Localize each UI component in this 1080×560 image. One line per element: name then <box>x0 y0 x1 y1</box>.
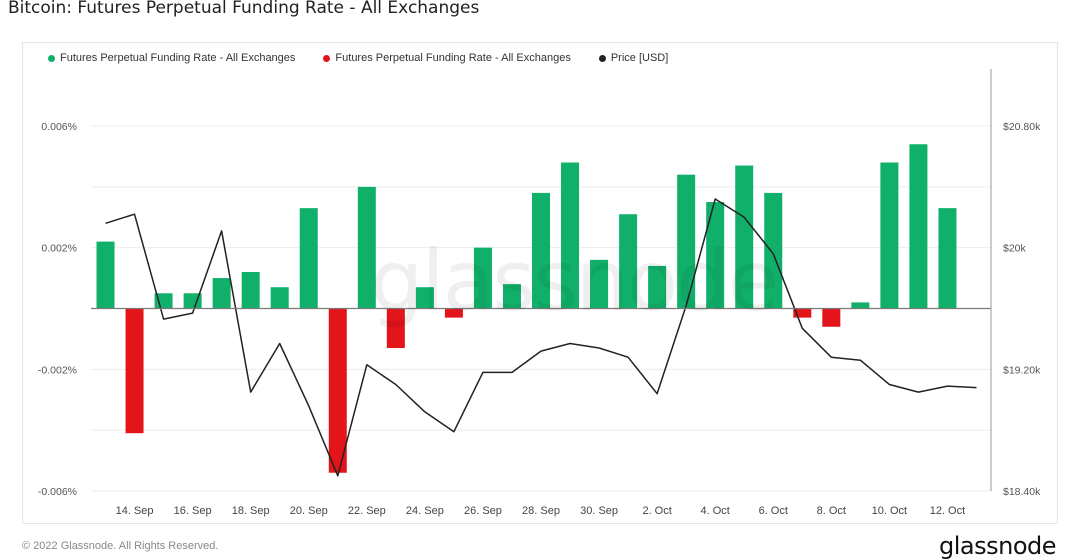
left-axis-tick-label: -0.006% <box>38 486 77 498</box>
x-axis-tick-label: 14. Sep <box>116 505 154 517</box>
left-axis-tick-label: 0.002% <box>41 243 77 255</box>
x-axis-tick-label: 30. Sep <box>580 505 618 517</box>
positive-funding-bar[interactable] <box>619 214 638 309</box>
black-dot-icon <box>598 54 606 62</box>
price-line-layer <box>105 198 977 477</box>
x-axis-tick-label: 2. Oct <box>642 505 671 517</box>
positive-funding-bar[interactable] <box>851 302 870 309</box>
positive-funding-bar[interactable] <box>241 272 260 309</box>
left-axis-tick-label: 0.006% <box>41 121 77 133</box>
legend-label: Futures Perpetual Funding Rate - All Exc… <box>335 52 571 64</box>
green-dot-icon <box>48 54 55 62</box>
chart-legend: Futures Perpetual Funding Rate - All Exc… <box>48 52 668 64</box>
right-axis-tick-label: $20k <box>1003 243 1027 255</box>
positive-funding-bar[interactable] <box>270 287 289 309</box>
x-axis-tick-label: 20. Sep <box>290 505 328 517</box>
positive-funding-bar[interactable] <box>502 284 521 309</box>
positive-funding-bar[interactable] <box>764 192 783 309</box>
positive-funding-bar[interactable] <box>532 192 550 309</box>
x-axis-tick-label: 6. Oct <box>759 505 788 517</box>
positive-funding-bar[interactable] <box>909 144 928 309</box>
x-axis-tick-label: 18. Sep <box>232 505 270 517</box>
negative-funding-bar[interactable] <box>386 308 405 349</box>
legend-item-negative-funding[interactable]: Futures Perpetual Funding Rate - All Exc… <box>323 52 571 64</box>
positive-funding-bar[interactable] <box>357 186 376 309</box>
x-axis-tick-label: 12. Oct <box>930 505 965 517</box>
legend-item-positive-funding[interactable]: Futures Perpetual Funding Rate - All Exc… <box>48 52 295 64</box>
legend-item-price[interactable]: Price [USD] <box>598 52 669 64</box>
negative-funding-bar[interactable] <box>328 308 347 473</box>
positive-funding-bar[interactable] <box>212 278 231 309</box>
chart-plot: 0.006% 0.002% -0.002% -0.006% $20.80k $20k $19… <box>38 69 1041 517</box>
x-axis-tick-label: 16. Sep <box>174 505 212 517</box>
positive-funding-bar[interactable] <box>590 259 609 309</box>
axes: 0.006% 0.002% -0.002% -0.006% $20.80k $20k $19… <box>38 69 1041 517</box>
legend-label: Futures Perpetual Funding Rate - All Exc… <box>60 52 296 64</box>
page-title: Bitcoin: Futures Perpetual Funding Rate … <box>8 0 480 18</box>
positive-funding-bar[interactable] <box>473 247 492 309</box>
grid-lines <box>91 125 991 492</box>
x-axis-tick-label: 26. Sep <box>464 505 502 517</box>
left-axis-tick-label: -0.002% <box>38 364 77 376</box>
red-dot-icon <box>323 54 331 62</box>
x-axis-tick-label: 24. Sep <box>406 505 444 517</box>
brand-logo: glassnode <box>938 532 1057 560</box>
positive-funding-bar[interactable] <box>415 287 434 309</box>
x-axis-tick-label: 8. Oct <box>817 505 846 517</box>
x-axis-tick-label: 22. Sep <box>348 505 386 517</box>
watermark-logo: glassnode <box>370 232 779 330</box>
right-axis-tick-label: $19.20k <box>1003 364 1041 376</box>
positive-funding-bar[interactable] <box>299 208 318 309</box>
x-axis-tick-label: 10. Oct <box>872 505 907 517</box>
positive-funding-bar[interactable] <box>183 293 202 309</box>
right-axis-tick-label: $20.80k <box>1003 121 1041 133</box>
positive-funding-bar[interactable] <box>706 202 725 309</box>
negative-funding-bar[interactable] <box>444 308 463 318</box>
legend-label: Price [USD] <box>610 52 669 64</box>
x-axis-tick-label: 28. Sep <box>522 505 560 517</box>
positive-funding-bar[interactable] <box>677 174 696 309</box>
price-line[interactable] <box>105 198 977 477</box>
positive-funding-bar[interactable] <box>735 165 754 309</box>
positive-funding-bar[interactable] <box>561 162 580 309</box>
right-axis-tick-label: $18.40k <box>1003 486 1041 498</box>
positive-funding-bar[interactable] <box>648 265 667 309</box>
positive-funding-bar[interactable] <box>96 241 115 309</box>
negative-funding-bar[interactable] <box>793 308 812 318</box>
positive-funding-bar[interactable] <box>938 208 957 309</box>
positive-funding-bar[interactable] <box>880 162 899 309</box>
negative-funding-bar[interactable] <box>125 308 144 434</box>
chart-panel: 0.006% 0.002% -0.002% -0.006% $20.80k $20k $19… <box>22 42 1058 524</box>
copyright-text: © 2022 Glassnode. All Rights Reserved. <box>22 540 219 552</box>
x-axis-tick-label: 4. Oct <box>701 505 730 517</box>
negative-funding-bar[interactable] <box>822 308 841 327</box>
funding-rate-bars <box>96 144 957 473</box>
